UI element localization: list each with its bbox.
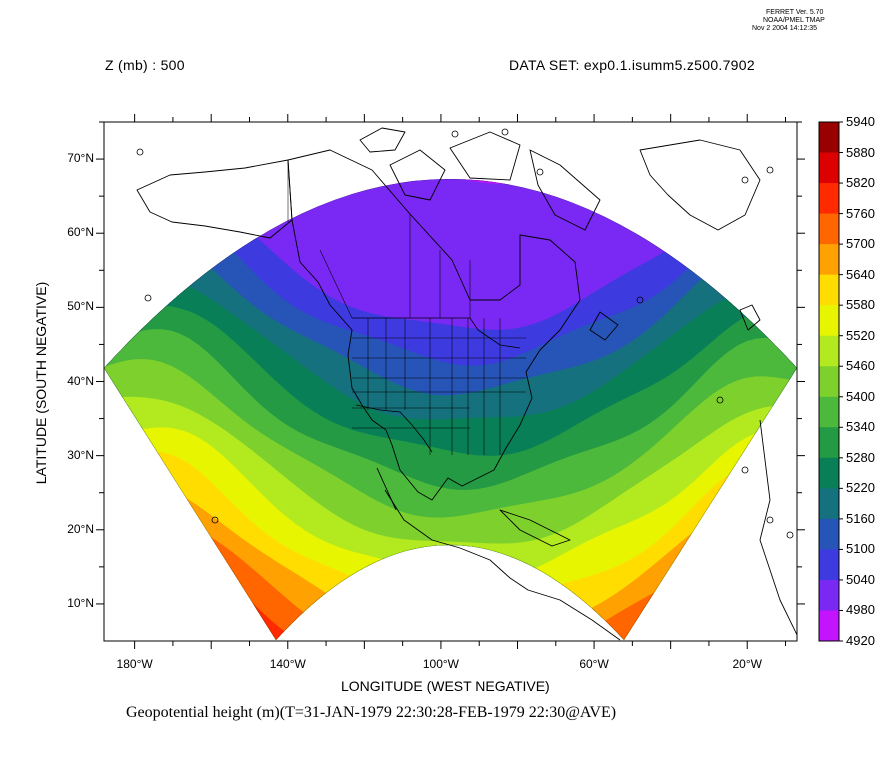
version-line-3: Nov 2 2004 14:12:35	[752, 25, 817, 32]
island	[741, 466, 749, 474]
colorbar-label: 5460	[846, 358, 875, 374]
x-axis-title: LONGITUDE (WEST NEGATIVE)	[341, 678, 550, 694]
coastline	[359, 127, 406, 153]
coastlines-borders	[136, 127, 797, 641]
colorbar-label: 5400	[846, 388, 875, 404]
colorbar-swatch	[819, 396, 839, 428]
version-line-1: FERRET Ver. 5.70	[766, 9, 824, 16]
province-border	[319, 249, 353, 319]
colorbar-swatch	[819, 305, 839, 337]
colorbar-label: 5940	[846, 114, 875, 129]
island	[786, 531, 794, 539]
coastline	[739, 304, 761, 331]
figure-title: Geopotential height (m)(T=31-JAN-1979 22…	[126, 704, 617, 721]
x-tick-label: 60°W	[579, 657, 609, 671]
y-tick-label: 50°N	[67, 299, 94, 314]
colorbar-label: 5220	[846, 480, 875, 496]
contour-band	[104, 518, 797, 640]
island	[144, 294, 152, 302]
colorbar-label: 5880	[846, 144, 875, 160]
coastline	[449, 131, 521, 181]
colorbar-label: 5640	[846, 266, 875, 282]
colorbar-swatch	[819, 427, 839, 459]
coastline	[136, 159, 293, 239]
dataset-label: DATA SET: exp0.1.isumm5.z500.7902	[509, 57, 755, 73]
colorbar-label: 5100	[846, 541, 875, 557]
island	[741, 176, 749, 184]
colorbar-swatch	[819, 366, 839, 398]
coastline	[384, 489, 621, 641]
colorbar-label: 4980	[846, 602, 875, 618]
colorbar-label: 5820	[846, 175, 875, 191]
coastline	[376, 467, 397, 511]
colorbar-swatch	[819, 274, 839, 306]
island	[766, 516, 774, 524]
island	[501, 128, 509, 136]
low-center-inner	[413, 179, 597, 184]
y-tick-label: 30°N	[67, 447, 94, 462]
island	[766, 166, 774, 174]
contour-band	[104, 541, 797, 640]
island	[451, 130, 459, 138]
colorbar-swatch	[819, 183, 839, 215]
colorbar-label: 5160	[846, 510, 875, 526]
colorbar-frame	[818, 121, 840, 642]
coastline	[499, 509, 571, 547]
y-tick-label: 60°N	[67, 225, 94, 240]
coastline	[529, 149, 601, 231]
y-axis-title: LATITUDE (SOUTH NEGATIVE)	[33, 281, 49, 485]
colorbar-swatch	[819, 610, 839, 642]
coastline	[759, 419, 797, 636]
colorbar-swatch	[819, 457, 839, 489]
colorbar-swatch	[819, 488, 839, 520]
island	[211, 516, 219, 524]
contour-band	[104, 566, 797, 640]
x-tick-label: 180°W	[116, 657, 153, 671]
colorbar-swatch	[819, 244, 839, 276]
coastline	[589, 311, 619, 341]
y-tick-label: 20°N	[67, 521, 94, 536]
coastline	[639, 139, 761, 231]
island	[636, 296, 644, 304]
colorbar-label: 5520	[846, 327, 875, 343]
colorbar-swatch	[819, 213, 839, 245]
colorbar-label: 5040	[846, 571, 875, 587]
x-tick-label: 100°W	[422, 657, 459, 671]
colorbar-label: 5340	[846, 419, 875, 435]
y-tick-label: 70°N	[67, 151, 94, 166]
x-tick-label: 20°W	[732, 657, 762, 671]
us-mexico-border	[355, 404, 433, 453]
version-line-2: NOAA/PMEL TMAP	[763, 17, 825, 24]
colorbar-swatch	[819, 549, 839, 581]
us-canada-border	[352, 317, 521, 349]
island	[716, 396, 724, 404]
colorbar-label: 5280	[846, 449, 875, 465]
coastline	[287, 149, 581, 501]
colorbar-label: 5760	[846, 205, 875, 221]
island	[136, 148, 144, 156]
low-center-outer	[310, 179, 630, 216]
colorbar-swatch	[819, 122, 839, 154]
colorbar	[818, 121, 843, 642]
colorbar-swatch	[819, 518, 839, 550]
contour-band	[104, 633, 797, 640]
y-tick-label: 40°N	[67, 373, 94, 388]
colorbar-swatch	[819, 152, 839, 184]
coastline	[389, 149, 446, 201]
variable-label: Z (mb) : 500	[105, 57, 185, 73]
colorbar-swatch	[819, 335, 839, 367]
colorbar-swatch	[819, 579, 839, 611]
axis-ticks	[96, 114, 805, 649]
colorbar-label: 5580	[846, 297, 875, 313]
x-tick-label: 140°W	[269, 657, 306, 671]
y-tick-label: 10°N	[67, 595, 94, 610]
colorbar-label: 4920	[846, 633, 875, 648]
island	[536, 168, 544, 176]
colorbar-label: 5700	[846, 236, 875, 252]
